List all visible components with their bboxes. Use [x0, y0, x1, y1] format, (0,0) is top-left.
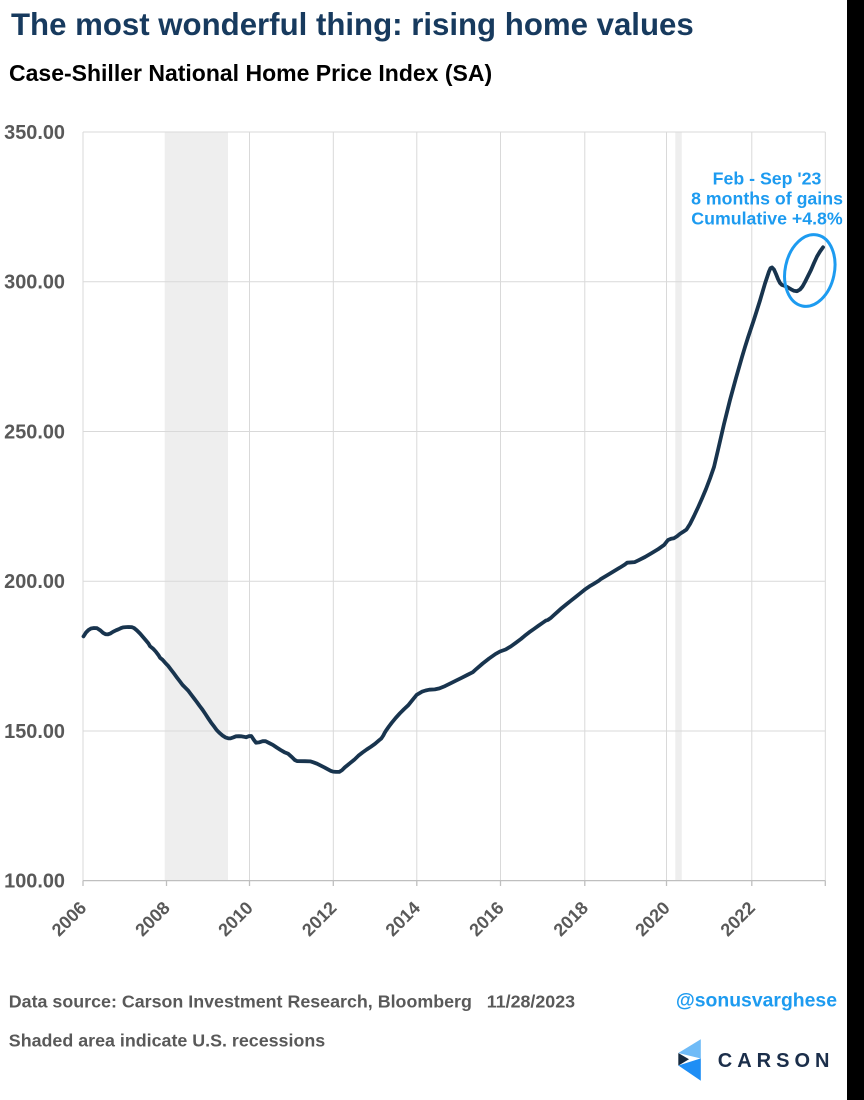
svg-text:2006: 2006 [48, 898, 90, 940]
svg-text:2022: 2022 [717, 898, 759, 940]
svg-text:350.00: 350.00 [4, 122, 65, 144]
svg-text:2014: 2014 [382, 898, 424, 940]
svg-text:8 months of gains: 8 months of gains [691, 188, 843, 208]
svg-text:100.00: 100.00 [4, 871, 65, 893]
svg-text:2018: 2018 [550, 898, 592, 940]
svg-text:Feb - Sep '23: Feb - Sep '23 [713, 168, 822, 188]
svg-text:@sonusvarghese: @sonusvarghese [676, 990, 837, 1012]
svg-text:150.00: 150.00 [4, 721, 65, 743]
svg-text:CARSON: CARSON [718, 1050, 835, 1072]
svg-text:250.00: 250.00 [4, 422, 65, 444]
svg-text:2010: 2010 [214, 898, 256, 940]
svg-text:2008: 2008 [131, 898, 173, 940]
svg-text:2012: 2012 [298, 898, 340, 940]
svg-text:2016: 2016 [465, 898, 507, 940]
svg-text:Shaded area indicate U.S. rece: Shaded area indicate U.S. recessions [9, 1031, 325, 1051]
svg-text:200.00: 200.00 [4, 571, 65, 593]
svg-text:Cumulative +4.8%: Cumulative +4.8% [691, 208, 843, 228]
svg-text:2020: 2020 [631, 898, 673, 940]
svg-text:300.00: 300.00 [4, 272, 65, 294]
svg-text:Data source: Carson Investment: Data source: Carson Investment Research,… [9, 991, 575, 1011]
